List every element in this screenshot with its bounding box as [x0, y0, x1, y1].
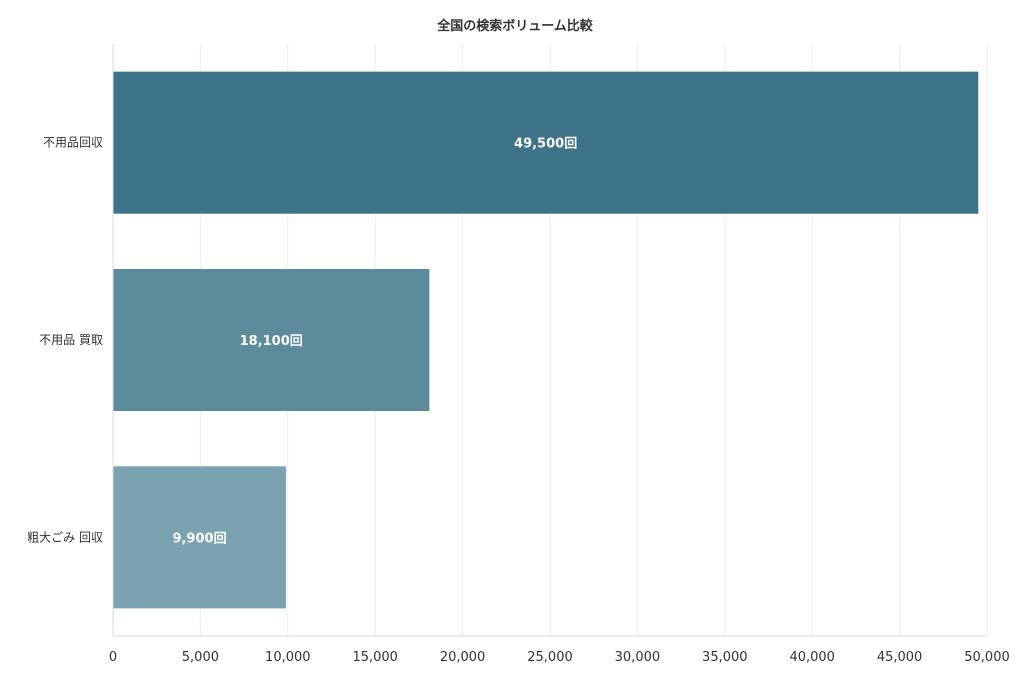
x-tick-label: 15,000: [352, 650, 398, 665]
x-tick-label: 0: [109, 650, 117, 665]
bar-data-label: 9,900回: [172, 531, 226, 546]
x-tick-label: 50,000: [964, 650, 1010, 665]
bars: 49,500回 18,100回 9,900回: [113, 71, 979, 609]
x-tick-label: 25,000: [527, 650, 573, 665]
category-label: 不用品 買取: [39, 333, 103, 347]
x-tick-label: 20,000: [440, 650, 486, 665]
x-tick-label: 5,000: [182, 650, 219, 665]
x-tick-label: 10,000: [265, 650, 311, 665]
bar-data-label: 49,500回: [514, 137, 577, 152]
bar: [113, 268, 430, 412]
category-label: 粗大ごみ 回収: [27, 529, 103, 544]
x-tick-label: 40,000: [789, 650, 835, 665]
category-label: 不用品回収: [43, 136, 103, 150]
chart-title: 全国の検索ボリューム比較: [436, 18, 594, 34]
bar: [113, 71, 979, 214]
x-tick-label: 30,000: [615, 650, 661, 665]
x-tick-label: 35,000: [702, 650, 748, 665]
x-axis: 0 5,000 10,000 15,000 20,000 25,000 30,000 35,0…: [109, 44, 1010, 665]
bar: [113, 466, 287, 609]
x-tick-label: 45,000: [877, 650, 923, 665]
bar-data-label: 18,100回: [240, 334, 303, 349]
